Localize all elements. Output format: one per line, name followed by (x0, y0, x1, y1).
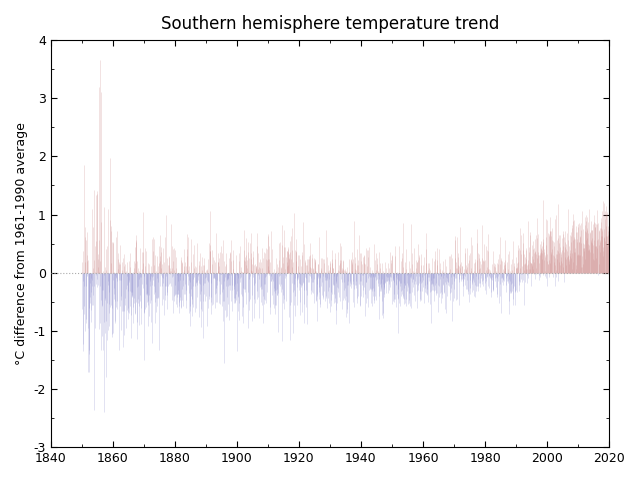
Title: Southern hemisphere temperature trend: Southern hemisphere temperature trend (161, 15, 499, 33)
Y-axis label: °C difference from 1961-1990 average: °C difference from 1961-1990 average (15, 122, 28, 365)
